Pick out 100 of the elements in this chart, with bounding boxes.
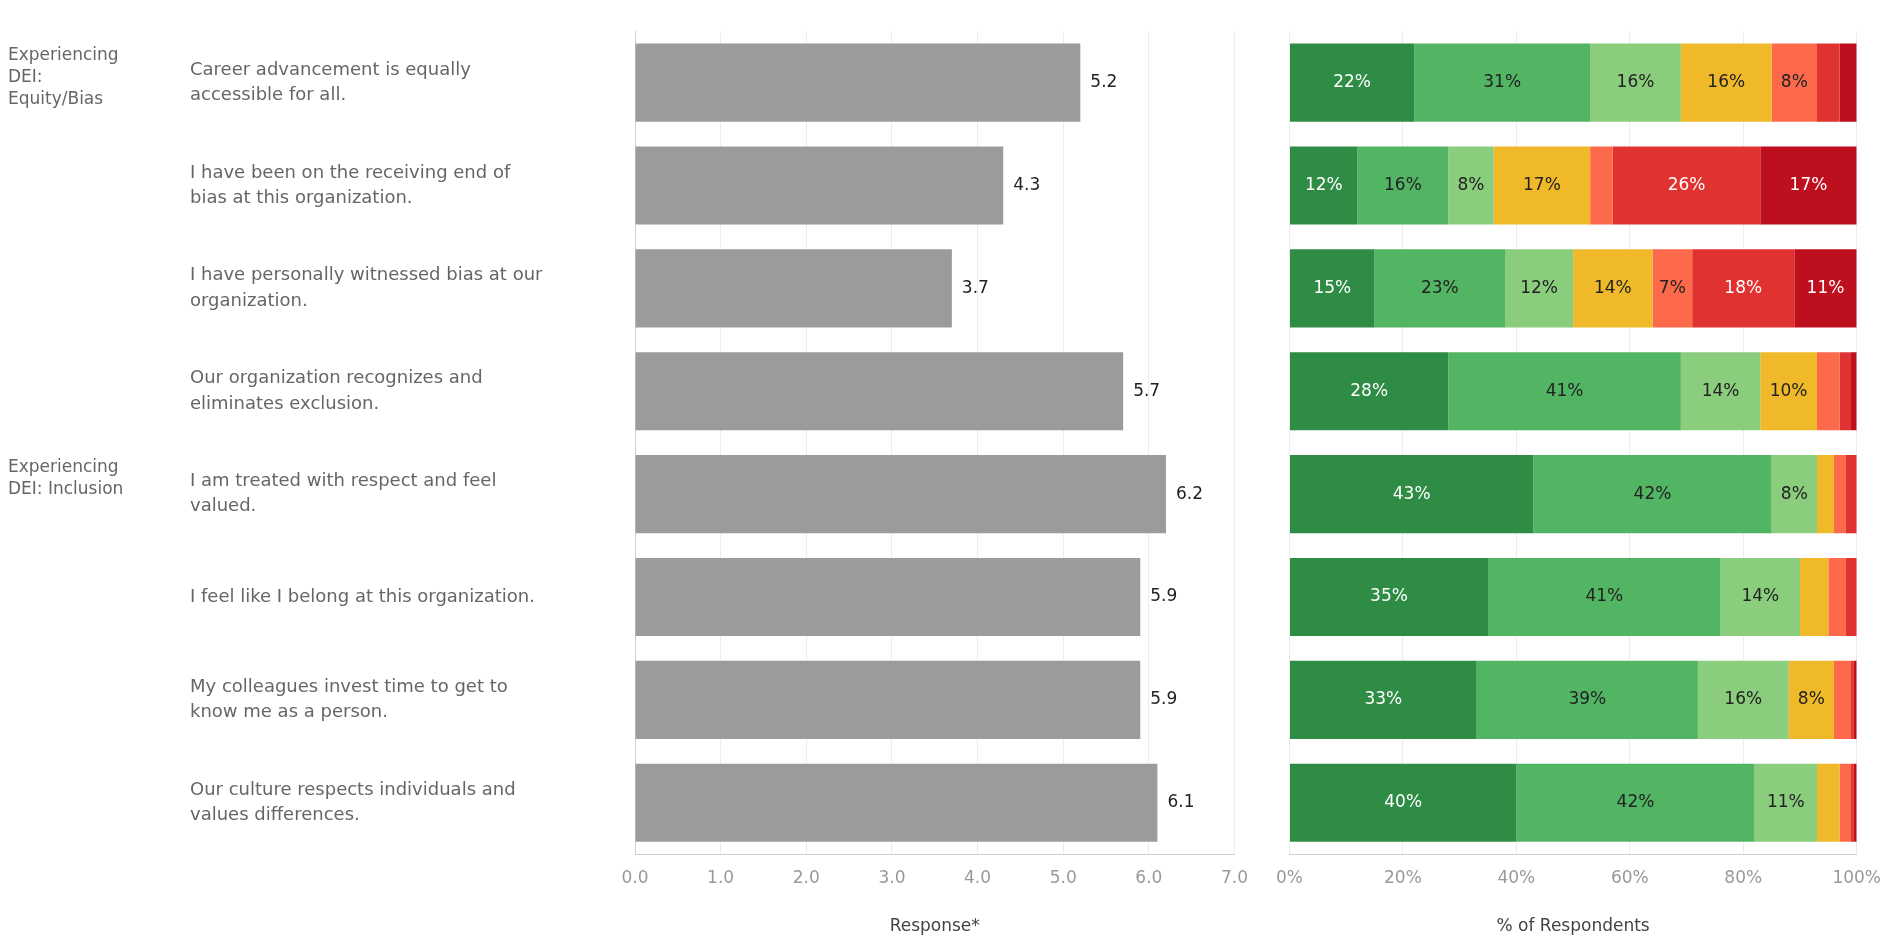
bar <box>1289 455 1534 534</box>
data-label: 17% <box>1523 173 1561 194</box>
bar <box>1760 146 1857 225</box>
bar <box>1289 352 1449 431</box>
bar <box>1448 352 1681 431</box>
data-label: 5.2 <box>1090 71 1118 92</box>
bar <box>635 660 1141 739</box>
bar <box>1816 352 1840 431</box>
bar <box>1760 352 1817 431</box>
bar <box>1652 249 1693 328</box>
bar <box>1476 660 1698 739</box>
bar <box>1680 352 1761 431</box>
data-label: 26% <box>1667 173 1706 194</box>
data-label: 23% <box>1420 276 1459 297</box>
bar <box>1828 557 1846 637</box>
bar <box>1845 557 1857 637</box>
data-label: 8% <box>1780 482 1808 503</box>
data-label: 42% <box>1616 791 1655 812</box>
bar <box>1289 43 1415 122</box>
bar <box>1788 660 1835 739</box>
data-label: 16% <box>1724 688 1763 709</box>
bar <box>1590 146 1613 225</box>
bar <box>635 557 1141 637</box>
text: Experiencing DEI: Inclusion <box>8 454 125 499</box>
data-label: 16% <box>1616 71 1655 92</box>
bar <box>1374 249 1506 328</box>
bar <box>1289 660 1477 739</box>
y-tick-label: I have personally witnessed bias at our organization. <box>190 263 544 310</box>
x-tick-label: 20% <box>1384 866 1422 887</box>
x-tick-label: 2.0 <box>792 866 820 887</box>
data-label: 40% <box>1384 791 1423 812</box>
data-label: 16% <box>1707 71 1746 92</box>
x-tick-label: 0.0 <box>621 866 649 887</box>
data-label: 6.2 <box>1175 482 1204 503</box>
bar <box>1771 43 1817 122</box>
data-label: 31% <box>1483 71 1522 92</box>
bar <box>635 352 1124 431</box>
data-label: 5.9 <box>1150 585 1178 606</box>
bar <box>1845 455 1857 534</box>
bar <box>1839 763 1852 842</box>
data-label: 14% <box>1593 276 1632 297</box>
data-label: 43% <box>1392 482 1431 503</box>
data-label: 22% <box>1333 71 1372 92</box>
data-label: 8% <box>1457 173 1485 194</box>
data-label: 12% <box>1304 173 1343 194</box>
bar <box>1573 249 1653 328</box>
text: Experiencing DEI: Equity/Bias <box>8 43 120 110</box>
bar <box>1289 763 1517 842</box>
data-label: 7% <box>1658 276 1686 297</box>
x-tick-label: 7.0 <box>1220 866 1249 887</box>
x-tick-label: 60% <box>1610 866 1649 887</box>
data-label: 42% <box>1633 482 1672 503</box>
bar <box>1612 146 1761 225</box>
bar <box>1720 557 1800 637</box>
data-label: 14% <box>1701 379 1740 400</box>
y-tick-label: I feel like I belong at this organization. <box>190 584 535 606</box>
bar <box>635 43 1081 122</box>
data-label: 10% <box>1769 379 1808 400</box>
bar <box>1839 352 1852 431</box>
bar <box>1448 146 1494 225</box>
x-tick-label: 80% <box>1724 866 1763 887</box>
data-label: 3.7 <box>961 276 989 297</box>
data-label: 5.9 <box>1150 688 1178 709</box>
bar <box>1289 557 1489 637</box>
data-label: 28% <box>1350 379 1389 400</box>
x-axis-title: % of Respondents <box>1496 915 1650 936</box>
bar <box>1493 146 1591 225</box>
data-label: 17% <box>1789 173 1828 194</box>
bar <box>1505 249 1574 328</box>
data-label: 35% <box>1370 585 1408 606</box>
x-tick-label: 40% <box>1497 866 1536 887</box>
data-label: 4.3 <box>1013 173 1041 194</box>
y-tick-label: My colleagues invest time to get to know me as a person. <box>190 674 508 722</box>
bar <box>1794 249 1857 328</box>
bar <box>1533 455 1772 534</box>
data-label: 8% <box>1797 688 1825 709</box>
x-tick-label: 1.0 <box>707 866 735 887</box>
x-tick-label: 3.0 <box>878 866 906 887</box>
data-label: 16% <box>1384 173 1422 194</box>
data-label: 11% <box>1806 276 1845 297</box>
data-label: 39% <box>1568 688 1607 709</box>
bar <box>635 763 1158 842</box>
bar <box>1816 763 1840 842</box>
x-tick-label: 5.0 <box>1049 866 1077 887</box>
bar <box>1488 557 1721 637</box>
bar <box>1754 763 1817 842</box>
bar <box>1590 43 1681 122</box>
data-label: 14% <box>1741 585 1780 606</box>
data-label: 8% <box>1780 71 1808 92</box>
bar <box>1697 660 1789 739</box>
y-tick-label: I have been on the receiving end of bias at this organization. <box>190 160 511 207</box>
data-label: 15% <box>1313 276 1352 297</box>
bar <box>1771 455 1817 534</box>
bar <box>1414 43 1591 122</box>
bar <box>635 146 1004 225</box>
bar <box>635 455 1166 534</box>
x-tick-label: 4.0 <box>964 866 992 887</box>
bar <box>1799 557 1829 637</box>
data-label: 5.7 <box>1133 379 1161 400</box>
bar <box>1839 43 1857 122</box>
